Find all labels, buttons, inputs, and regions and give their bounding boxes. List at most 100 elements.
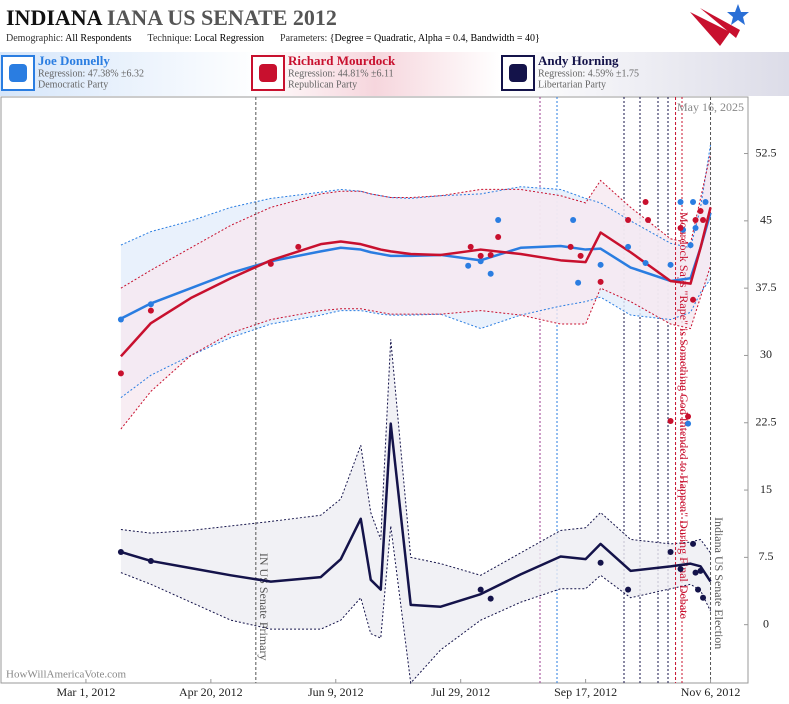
poll-point — [147, 307, 154, 314]
poll-point — [667, 548, 674, 555]
band-edge — [120, 278, 711, 399]
y-tick-label: 45 — [760, 213, 772, 227]
legend-party: Democratic Party — [38, 79, 108, 90]
legend-name: Andy Horning — [538, 53, 619, 68]
poll-point — [577, 252, 584, 259]
x-tick-label: Apr 20, 2012 — [179, 685, 243, 699]
x-tick-label: Nov 6, 2012 — [681, 685, 741, 699]
legend-regression: Regression: 4.59% ±1.75 — [538, 68, 639, 79]
poll-point — [487, 270, 494, 277]
poll-point — [117, 316, 124, 323]
regression-line — [120, 422, 712, 608]
legend-icon-mark — [509, 64, 527, 82]
poll-point — [692, 225, 699, 232]
poll-point — [597, 278, 604, 285]
poll-point — [570, 216, 577, 223]
x-tick-label: Sep 17, 2012 — [554, 685, 617, 699]
meta-value: All Respondents — [65, 33, 131, 44]
legend-name: Joe Donnelly — [38, 53, 110, 68]
poll-point — [467, 243, 474, 250]
y-tick-label: 15 — [760, 482, 772, 496]
meta-label: Demographic: — [6, 33, 63, 44]
poll-point — [487, 595, 494, 602]
poll-point — [295, 243, 302, 250]
band-edge — [120, 525, 711, 685]
x-tick-label: Jul 29, 2012 — [431, 685, 490, 699]
meta: Demographic: All Respondents Technique: L… — [6, 33, 540, 44]
meta-label: Parameters: — [280, 33, 327, 44]
logo — [690, 4, 749, 46]
poll-point — [477, 586, 484, 593]
date-label: May 16, 2025 — [677, 100, 744, 114]
legend-bg — [0, 52, 263, 96]
watermark: HowWillAmericaVote.com — [6, 669, 126, 681]
poll-point — [685, 420, 692, 427]
legend-icon-mark — [259, 64, 277, 82]
poll-point — [477, 258, 484, 265]
poll-point — [642, 260, 649, 267]
poll-point — [597, 261, 604, 268]
title: INDIANA IANA US SENATE 2012 — [6, 5, 337, 30]
poll-point — [667, 417, 674, 424]
poll-point — [677, 225, 684, 232]
poll-point — [495, 233, 502, 240]
legend-name: Richard Mourdock — [288, 53, 396, 68]
poll-point — [597, 559, 604, 566]
poll-point — [625, 243, 632, 250]
poll-lines — [539, 97, 683, 683]
poll-point — [147, 557, 154, 564]
poll-point — [625, 216, 632, 223]
poll-point — [700, 594, 707, 601]
poll-point — [690, 540, 697, 547]
legend-party: Libertarian Party — [538, 79, 606, 90]
event-label: IN US Senate Primary — [257, 553, 271, 661]
poll-point — [677, 566, 684, 573]
legend-party: Republican Party — [288, 79, 357, 90]
poll-point — [567, 243, 574, 250]
meta-label: Technique: — [148, 33, 192, 44]
poll-point — [700, 216, 707, 223]
poll-point — [645, 216, 652, 223]
y-tick-label: 22.5 — [756, 415, 777, 429]
y-tick-label: 7.5 — [759, 549, 774, 563]
meta-item: Parameters: {Degree = Quadratic, Alpha =… — [280, 33, 540, 44]
poll-point — [667, 261, 674, 268]
poll-point — [677, 198, 684, 205]
poll-point — [495, 216, 502, 223]
x-tick-label: Mar 1, 2012 — [56, 685, 115, 699]
y-tick-label: 30 — [760, 347, 772, 361]
event-label: Mourdock Says "Rape" is Something God In… — [677, 212, 691, 619]
band-edge — [120, 144, 712, 249]
legend-bg — [500, 52, 789, 96]
poll-point — [690, 296, 697, 303]
confidence-band — [120, 339, 711, 683]
poll-point — [117, 548, 124, 555]
poll-point — [697, 567, 704, 574]
poll-point — [685, 413, 692, 420]
poll-point — [692, 216, 699, 223]
poll-point — [702, 198, 709, 205]
confidence-band — [120, 153, 711, 430]
legend-regression: Regression: 44.81% ±6.11 — [288, 68, 394, 79]
band-edge — [120, 339, 711, 576]
plot: IN US Senate Primary Mourdock Says "Rape"… — [117, 97, 726, 685]
poll-point — [695, 586, 702, 593]
legend-regression: Regression: 47.38% ±6.32 — [38, 68, 144, 79]
poll-point — [117, 370, 124, 377]
meta-value: Local Regression — [194, 33, 264, 44]
legend-icon-mark — [9, 64, 27, 82]
x-tick-label: Jun 9, 2012 — [308, 685, 364, 699]
poll-point — [575, 279, 582, 286]
poll-point — [625, 586, 632, 593]
legend-bg — [250, 52, 500, 96]
y-tick-label: 0 — [763, 616, 769, 630]
poll-point — [465, 262, 472, 269]
event-label: Indiana US Senate Election — [712, 517, 726, 649]
poll-point — [687, 242, 694, 249]
y-tick-label: 37.5 — [756, 280, 777, 294]
poll-point — [690, 198, 697, 205]
poll-point — [487, 251, 494, 258]
poll-point — [692, 569, 699, 576]
poll-point — [477, 252, 484, 259]
